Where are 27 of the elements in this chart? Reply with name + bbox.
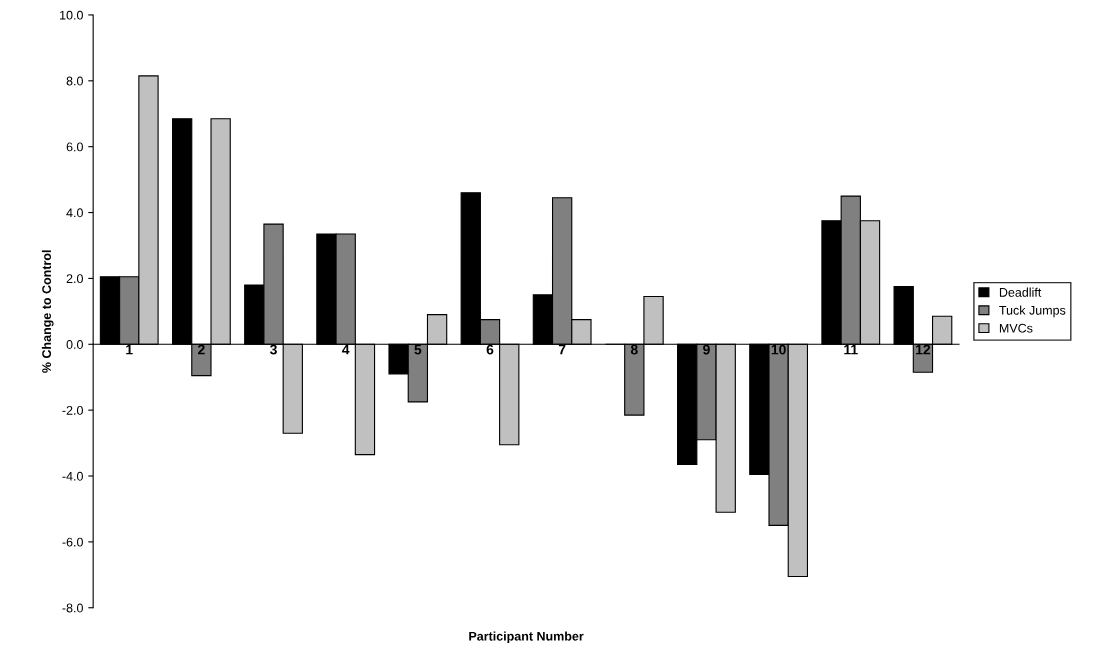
x-tick-label: 1 <box>126 344 133 355</box>
y-tick-label: -2.0 <box>62 405 83 415</box>
y-tick-label: 4.0 <box>66 208 83 218</box>
x-tick-label: 7 <box>558 344 566 355</box>
legend-label: Deadlift <box>999 287 1042 297</box>
x-tick-label: 11 <box>844 344 858 355</box>
y-tick-label: 6.0 <box>66 142 83 152</box>
y-tick-label: -6.0 <box>62 537 83 547</box>
y-axis-title: % Change to Control <box>41 250 54 373</box>
y-tick-label: -8.0 <box>62 603 83 613</box>
x-tick-label: 3 <box>270 344 277 355</box>
legend-label: MVCs <box>999 323 1033 333</box>
x-tick-label: 8 <box>630 344 638 355</box>
y-tick-label: 10.0 <box>60 10 83 20</box>
x-tick-label: 4 <box>342 344 350 355</box>
legend-label: Tuck Jumps <box>999 305 1066 318</box>
y-tick-label: 8.0 <box>66 76 83 86</box>
x-axis-title: Participant Number <box>469 631 584 644</box>
x-tick-label: 6 <box>486 344 494 355</box>
x-tick-label: 12 <box>916 344 931 355</box>
y-tick-label: -4.0 <box>62 471 83 481</box>
x-tick-label: 10 <box>771 344 786 355</box>
x-tick-label: 5 <box>414 344 422 355</box>
y-tick-label: 2.0 <box>66 274 83 284</box>
x-tick-label: 2 <box>198 344 205 355</box>
y-tick-label: 0.0 <box>66 340 83 349</box>
x-tick-label: 9 <box>703 344 710 355</box>
